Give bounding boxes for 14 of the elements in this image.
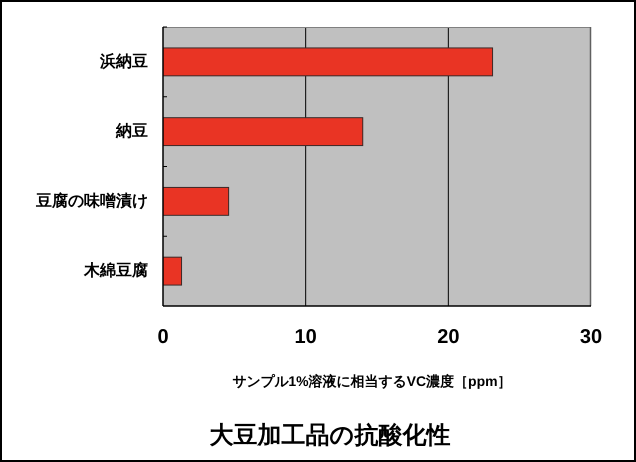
y-tick-label: 木綿豆腐 (83, 262, 148, 280)
bar (162, 117, 364, 146)
text: 大豆加工品の抗酸化性 (210, 422, 450, 449)
y-tick-label: 豆腐の味噌漬け (35, 192, 148, 210)
y-tick-label: 浜納豆 (99, 52, 148, 70)
bar (162, 47, 494, 76)
x-tick-label: 20 (437, 326, 460, 348)
x-tick-label: 10 (294, 326, 317, 348)
bar (162, 256, 182, 286)
x-tick-label: 30 (580, 326, 602, 348)
bar (162, 186, 230, 216)
y-tick-label: 納豆 (115, 122, 148, 140)
x-tick-label: 0 (157, 326, 169, 348)
x-axis-title: サンプル1%溶液に相当するVC濃度［ppm］ (232, 373, 512, 389)
